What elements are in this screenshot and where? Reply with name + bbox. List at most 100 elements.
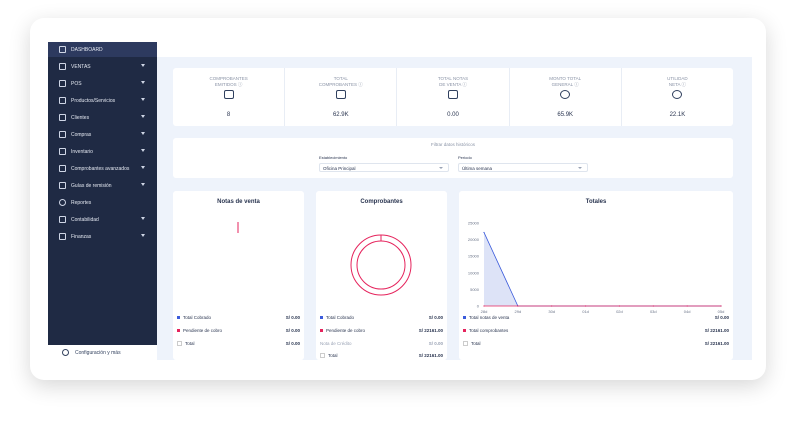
filters-panel: Filtrar datos históricos Establecimiento… <box>173 138 733 178</box>
config-label: Configuración y más <box>75 349 121 356</box>
chevron-down-icon <box>141 166 145 169</box>
legend-swatch <box>320 329 323 333</box>
legend-swatch <box>177 341 182 347</box>
chevron-down-icon <box>439 167 443 169</box>
truck-icon <box>59 182 66 189</box>
copy-icon <box>335 90 346 99</box>
top-bar <box>157 42 752 57</box>
legend-amount: S/ 0.00 <box>428 315 443 320</box>
legend-label: Total Cobrado <box>183 315 212 320</box>
legend-swatch <box>463 329 466 333</box>
sidebar-item-label: Reportes <box>71 199 92 206</box>
legend-row: Total notas de venta S/ 0.00 <box>463 315 729 324</box>
y-tick-label: 15000 <box>468 254 480 259</box>
periodo-select[interactable]: Última semana <box>458 163 588 172</box>
establecimiento-select[interactable]: Oficina Principal <box>319 163 449 172</box>
chevron-down-icon <box>141 64 145 67</box>
legend-label: Total <box>471 341 481 346</box>
donut-outer-ring <box>350 234 412 296</box>
gear-icon <box>62 349 69 356</box>
legend-swatch <box>463 341 468 347</box>
x-tick-label: 05d <box>718 309 725 314</box>
data-point <box>483 231 485 234</box>
metric-label: COMPROBANTES EMITIDOS ⓘ <box>209 76 248 87</box>
periodo-label: Periodo <box>458 155 472 160</box>
metric-value: 22.1K <box>669 112 686 118</box>
legend-label: Total <box>185 341 195 346</box>
legend-amount: S/ 0.00 <box>428 341 443 346</box>
donut-inner-ring <box>356 240 406 290</box>
chevron-down-icon <box>141 149 145 152</box>
users-icon <box>59 114 66 121</box>
sidebar-item-label: Guías de remisión <box>71 182 112 189</box>
data-point <box>483 305 485 307</box>
legend-row: Total S/ 22161.00 <box>463 341 729 350</box>
chevron-down-icon <box>141 183 145 186</box>
chevron-down-icon <box>141 234 145 237</box>
bar-chart-icon <box>59 216 66 223</box>
legend-label: Pendiente de cobro <box>326 328 366 333</box>
sidebar-item-inventario[interactable]: Inventario <box>48 144 157 159</box>
filters-title: Filtrar datos históricos <box>430 142 475 147</box>
bag-icon <box>59 131 66 138</box>
legend-swatch <box>177 329 180 333</box>
dollar-icon <box>59 233 66 240</box>
sidebar-config-link[interactable]: Configuración y más <box>48 345 157 360</box>
x-tick-label: 02d <box>616 309 623 314</box>
establecimiento-label: Establecimiento <box>319 155 348 160</box>
y-tick-label: 20000 <box>468 237 480 242</box>
metric-label: TOTAL COMPROBANTES ⓘ <box>318 76 363 87</box>
legend-swatch <box>320 316 323 320</box>
x-tick-label: 01d <box>582 309 589 314</box>
notas-venta-card: Notas de venta Total Cobrado S/ 0.00 Pend… <box>173 191 304 360</box>
sidebar-item-contabilidad[interactable]: Contabilidad <box>48 212 157 227</box>
sidebar: DASHBOARD VENTAS POS Productos/Servicios… <box>48 42 157 360</box>
metric-value: 8 <box>226 112 231 118</box>
sidebar-item-reportes[interactable]: Reportes <box>48 195 157 210</box>
x-tick-label: 28d <box>481 309 488 314</box>
data-point <box>584 305 587 307</box>
legend-amount: S/ 22161.00 <box>418 328 443 333</box>
legend-amount: S/ 22161.00 <box>418 353 443 358</box>
sidebar-item-pos[interactable]: POS <box>48 76 157 91</box>
legend-row: Pendiente de cobro S/ 22161.00 <box>320 328 443 337</box>
sidebar-item-label: Contabilidad <box>71 216 99 223</box>
legend-row: Total comprobantes S/ 22161.00 <box>463 328 729 337</box>
sidebar-item-clientes[interactable]: Clientes <box>48 110 157 125</box>
y-tick-label: 10000 <box>468 270 480 275</box>
legend-amount: S/ 0.00 <box>285 315 300 320</box>
sidebar-item-guias[interactable]: Guías de remisión <box>48 178 157 193</box>
legend-label: Total comprobantes <box>469 328 509 333</box>
sidebar-item-finanzas[interactable]: Finanzas <box>48 229 157 244</box>
chevron-down-icon <box>141 98 145 101</box>
sidebar-item-ventas[interactable]: VENTAS <box>48 59 157 74</box>
sidebar-item-comprobantes-avanzados[interactable]: Comprobantes avanzados <box>48 161 157 176</box>
metrics-panel: COMPROBANTES EMITIDOS ⓘ 8 TOTAL COMPROBA… <box>173 68 733 126</box>
legend-row: Total S/ 0.00 <box>177 341 300 350</box>
legend-row: Total Cobrado S/ 0.00 <box>320 315 443 324</box>
metric-total-comprobantes: TOTAL COMPROBANTES ⓘ 62.9K <box>285 68 398 126</box>
comprobantes-donut-chart <box>350 234 412 296</box>
sidebar-item-compras[interactable]: Compras <box>48 127 157 142</box>
grid-icon <box>59 97 66 104</box>
chevron-down-icon <box>141 115 145 118</box>
card-title: Totales <box>585 199 607 205</box>
metric-value: 0.00 <box>447 112 459 118</box>
metric-value: 62.9K <box>332 112 349 118</box>
data-point <box>686 305 688 307</box>
legend-swatch <box>320 353 325 359</box>
legend-amount: S/ 22161.00 <box>704 328 729 333</box>
legend-label: Pendiente de cobro <box>183 328 223 333</box>
legend-swatch <box>177 316 180 320</box>
document-icon <box>59 63 66 70</box>
notas-venta-chart <box>237 222 239 233</box>
metric-monto-total-general: MONTO TOTAL GENERAL ⓘ 65.9K <box>510 68 622 126</box>
totales-area-chart: 0 5000 10000 15000 20000 25000 28d 29d 30d 01d 02d… <box>468 221 725 315</box>
metric-label: TOTAL NOTAS DE VENTA ⓘ <box>437 76 469 87</box>
metric-comprobantes-emitidos: COMPROBANTES EMITIDOS ⓘ 8 <box>173 68 286 126</box>
chevron-down-icon <box>578 167 582 169</box>
sidebar-item-productos[interactable]: Productos/Servicios <box>48 93 157 108</box>
series-area <box>484 232 721 306</box>
sidebar-item-label: Finanzas <box>71 233 92 240</box>
sidebar-item-dashboard[interactable]: DASHBOARD <box>48 42 157 57</box>
